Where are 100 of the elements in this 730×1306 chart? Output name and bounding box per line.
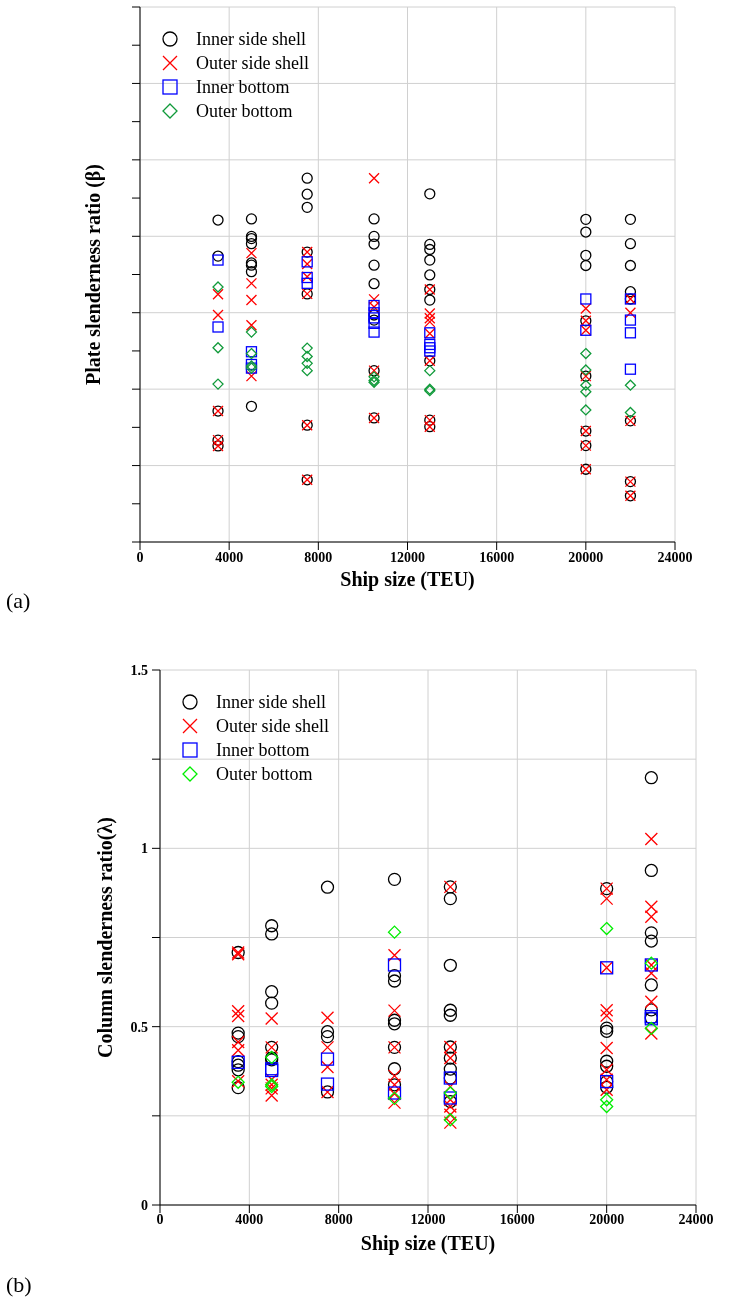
x-tick-label: 0 (156, 1212, 164, 1227)
point (231, 1063, 245, 1077)
point (424, 307, 436, 320)
point (320, 1030, 335, 1044)
x-tick-label: 12000 (390, 550, 425, 565)
point (580, 302, 592, 315)
point (265, 927, 279, 941)
point (443, 1008, 457, 1022)
point (644, 934, 658, 948)
point (580, 386, 592, 398)
point (424, 188, 436, 200)
point (580, 379, 592, 391)
point (424, 316, 436, 328)
point (580, 259, 592, 272)
point (644, 966, 658, 980)
x-tick-label: 16000 (479, 550, 515, 565)
point (443, 1086, 457, 1100)
x-axis-title: Ship size (TEU) (360, 1232, 496, 1255)
legend-label: Outer side shell (196, 53, 309, 74)
point (443, 1062, 457, 1076)
point (443, 891, 457, 906)
point (624, 238, 637, 250)
point (644, 978, 658, 992)
point (624, 259, 637, 272)
point (443, 1003, 457, 1017)
point (600, 1063, 614, 1077)
point (231, 1035, 245, 1049)
point (580, 226, 592, 238)
point (624, 327, 637, 339)
point (212, 378, 224, 390)
point (600, 891, 614, 906)
point (265, 985, 279, 999)
point (212, 342, 224, 354)
point (301, 365, 313, 377)
legend-label: Outer bottom (216, 764, 313, 785)
point (301, 277, 313, 289)
point (265, 1088, 279, 1103)
point (231, 1081, 245, 1095)
text: (a) (6, 588, 31, 613)
point (624, 363, 637, 375)
x-tick-label: 4000 (215, 550, 244, 565)
y-axis-title: Plate slenderness ratio (β) (82, 163, 105, 386)
y-tick-label: 0.5 (130, 1019, 148, 1035)
point (387, 1013, 402, 1027)
point (320, 880, 335, 894)
point (212, 309, 224, 321)
point (580, 213, 592, 225)
point (212, 288, 224, 300)
point (424, 238, 436, 251)
legend-label: Inner side shell (196, 29, 306, 50)
point (387, 969, 402, 983)
point (600, 1093, 614, 1107)
point (265, 919, 279, 933)
point (580, 347, 592, 360)
point (600, 1041, 614, 1055)
point (387, 1003, 402, 1018)
point (644, 863, 658, 878)
point (301, 357, 313, 370)
x-tick-label: 24000 (657, 550, 693, 565)
x-axis-title: Ship size (TEU) (340, 568, 475, 591)
point (387, 1069, 402, 1083)
point (443, 958, 457, 972)
point (245, 294, 258, 306)
point (644, 1003, 658, 1017)
point (301, 342, 313, 354)
point (387, 1017, 402, 1031)
point (320, 1060, 335, 1074)
point (368, 172, 380, 184)
point (387, 925, 402, 939)
point (368, 213, 380, 225)
point (301, 188, 313, 200)
legend-label: Inner bottom (216, 740, 310, 761)
y-tick-label: 1.5 (130, 662, 148, 678)
legend-label: Inner bottom (196, 77, 290, 98)
point (387, 974, 402, 988)
x-tick-label: 4000 (235, 1212, 264, 1227)
point (368, 238, 380, 250)
point (231, 1026, 245, 1040)
x-tick-label: 24000 (678, 1212, 714, 1227)
point (368, 317, 380, 330)
point (644, 910, 658, 924)
point (231, 1004, 245, 1018)
point (301, 172, 313, 184)
point (212, 214, 224, 226)
point (580, 404, 592, 416)
point (424, 312, 436, 324)
point (368, 293, 380, 305)
point (245, 400, 258, 412)
point (644, 995, 658, 1009)
point (320, 1040, 335, 1054)
y-axis-title: Column slenderness ratio(λ) (94, 817, 117, 1058)
point (644, 771, 658, 785)
point (580, 249, 592, 261)
point (301, 350, 313, 363)
point (600, 1099, 614, 1114)
x-tick-label: 8000 (324, 1212, 353, 1227)
point (320, 1025, 335, 1039)
point (624, 213, 637, 225)
point (580, 293, 592, 305)
point (387, 958, 402, 972)
